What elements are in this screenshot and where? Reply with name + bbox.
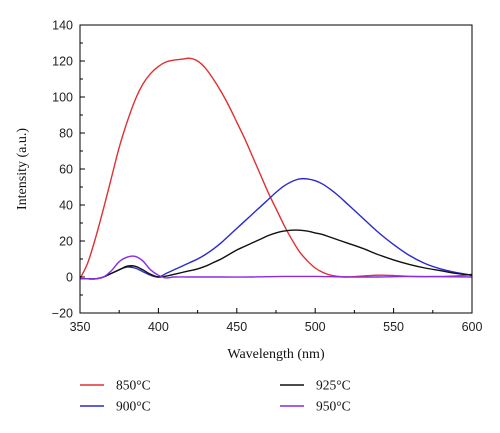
x-tick-label: 400 <box>148 320 169 334</box>
y-tick-label: 0 <box>66 271 73 285</box>
series-line-2 <box>80 229 472 280</box>
x-tick-label: 600 <box>462 320 483 334</box>
x-tick-label: 550 <box>383 320 404 334</box>
legend-label-0: 850°C <box>116 378 151 393</box>
series-layer <box>80 57 472 280</box>
y-tick-label: 120 <box>52 55 73 69</box>
y-tick-label: 60 <box>59 163 73 177</box>
y-tick-label: 40 <box>59 199 73 213</box>
series-line-0 <box>80 57 472 280</box>
y-tick-label: −20 <box>52 307 73 321</box>
y-axis-title: Intensity (a.u.) <box>15 128 30 210</box>
series-line-1 <box>80 177 472 280</box>
x-axis: 350 400 450 500 550 600 <box>70 308 483 334</box>
series-line-3 <box>80 255 472 280</box>
y-axis: −20 0 20 40 60 80 100 120 140 <box>52 19 85 321</box>
legend-label-3: 950°C <box>316 399 351 414</box>
x-tick-label: 500 <box>305 320 326 334</box>
x-axis-title: Wavelength (nm) <box>227 347 325 362</box>
legend-label-2: 925°C <box>316 378 351 393</box>
x-tick-label: 350 <box>70 320 91 334</box>
y-tick-label: 20 <box>59 235 73 249</box>
x-tick-label: 450 <box>226 320 247 334</box>
y-tick-label: 140 <box>52 19 73 33</box>
legend-label-1: 900°C <box>116 399 151 414</box>
legend: 850°C 925°C 900°C 950°C <box>80 378 351 414</box>
y-tick-label: 100 <box>52 91 73 105</box>
y-tick-label: 80 <box>59 127 73 141</box>
